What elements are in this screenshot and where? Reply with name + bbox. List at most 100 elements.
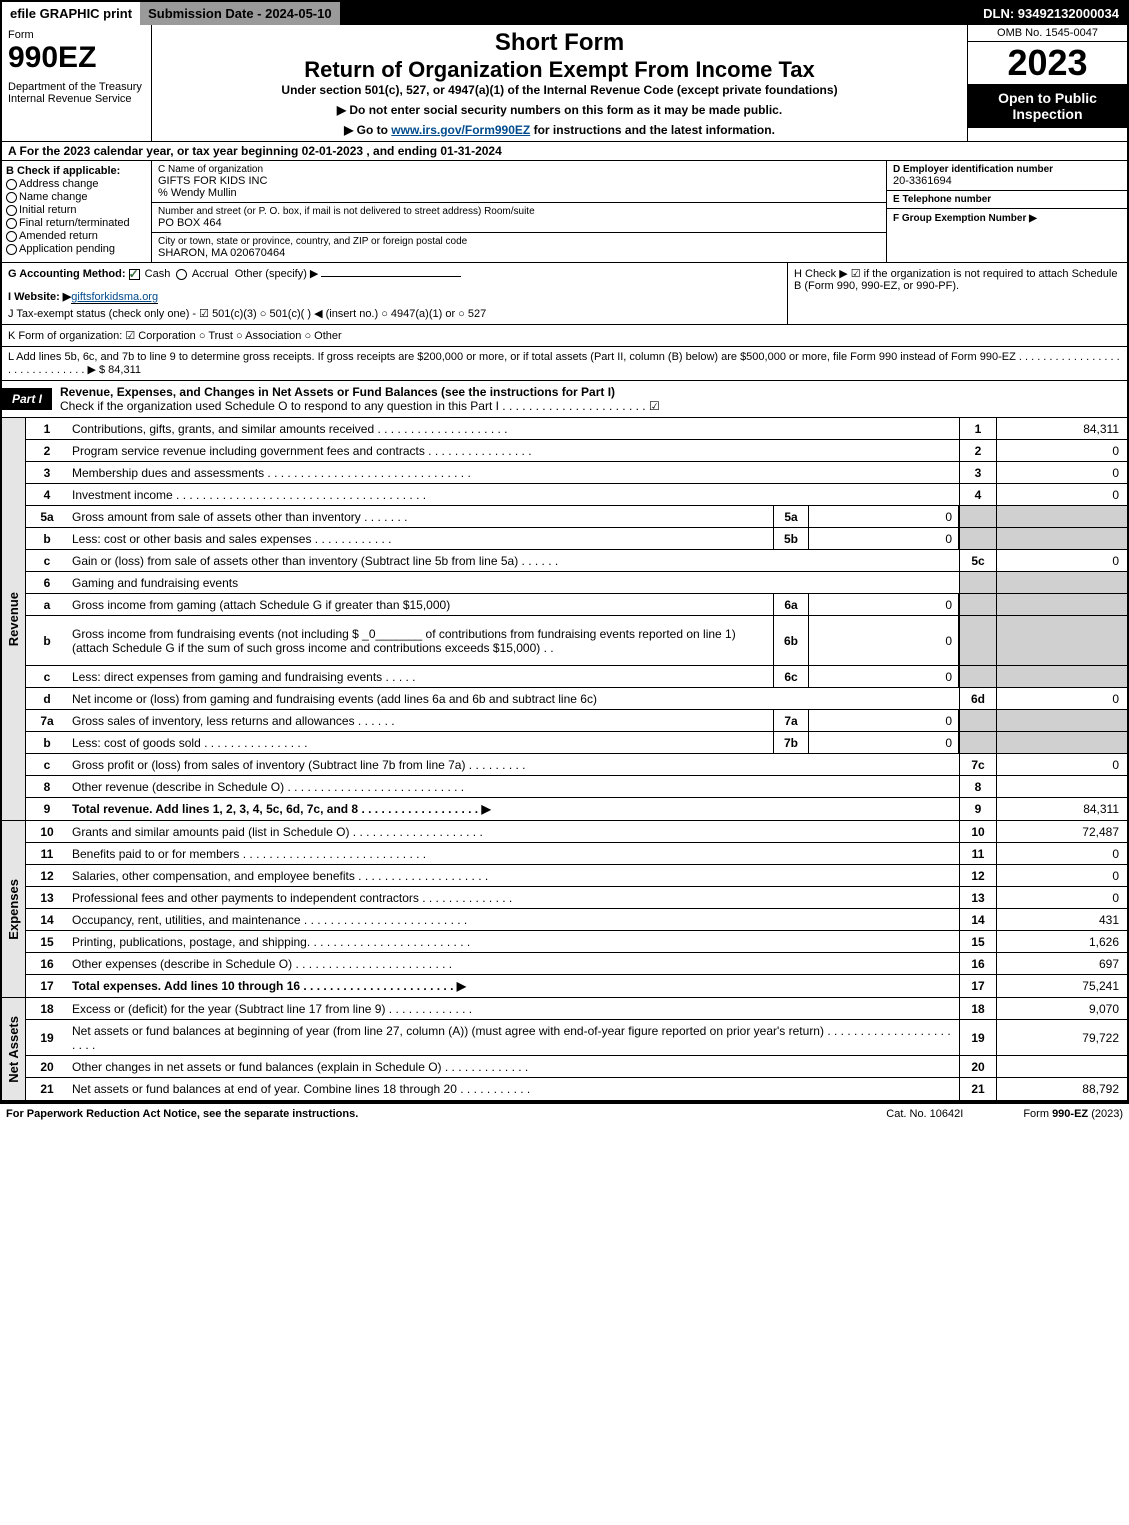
line-20-rnum: 20 xyxy=(959,1056,997,1077)
note-goto: ▶ Go to www.irs.gov/Form990EZ for instru… xyxy=(156,123,963,137)
accounting-accrual-radio[interactable] xyxy=(176,269,187,280)
form-number: 990EZ xyxy=(8,41,145,75)
line-6b-subnum: 6b xyxy=(773,616,809,665)
box-l-value: 84,311 xyxy=(108,364,141,376)
line-16-rval: 697 xyxy=(997,953,1127,974)
line-11: 11Benefits paid to or for members . . . … xyxy=(26,843,1127,865)
line-6a-subnum: 6a xyxy=(773,594,809,615)
check-initial-return-label: Initial return xyxy=(19,204,76,216)
line-6d-rnum: 6d xyxy=(959,688,997,709)
line-6a-subval: 0 xyxy=(809,594,959,615)
part1-label: Part I xyxy=(2,388,52,410)
box-l: L Add lines 5b, 6c, and 7b to line 9 to … xyxy=(2,347,1127,381)
info-grid: B Check if applicable: Address change Na… xyxy=(2,161,1127,263)
line-18-desc: Excess or (deficit) for the year (Subtra… xyxy=(68,1000,959,1018)
line-5a-rnum-shade xyxy=(959,506,997,527)
accounting-method-label: G Accounting Method: xyxy=(8,268,126,280)
part1-header: Part I Revenue, Expenses, and Changes in… xyxy=(2,381,1127,418)
line-10: 10Grants and similar amounts paid (list … xyxy=(26,821,1127,843)
line-6b-rval-shade xyxy=(997,616,1127,665)
netassets-label-text: Net Assets xyxy=(6,1016,21,1083)
line-19: 19Net assets or fund balances at beginni… xyxy=(26,1020,1127,1056)
phone-label: E Telephone number xyxy=(893,194,1121,205)
check-initial-return[interactable]: Initial return xyxy=(6,204,147,216)
header-center: Short Form Return of Organization Exempt… xyxy=(152,25,967,141)
line-7b: bLess: cost of goods sold . . . . . . . … xyxy=(26,732,1127,754)
line-17: 17Total expenses. Add lines 10 through 1… xyxy=(26,975,1127,997)
line-7b-rnum-shade xyxy=(959,732,997,753)
dln-number: DLN: 93492132000034 xyxy=(975,2,1127,25)
line-6d: dNet income or (loss) from gaming and fu… xyxy=(26,688,1127,710)
line-2-desc: Program service revenue including govern… xyxy=(68,442,959,460)
check-address-change[interactable]: Address change xyxy=(6,178,147,190)
check-application-pending[interactable]: Application pending xyxy=(6,243,147,255)
line-6a-rnum-shade xyxy=(959,594,997,615)
line-7b-desc: Less: cost of goods sold . . . . . . . .… xyxy=(68,734,773,752)
accounting-cash-checkbox[interactable] xyxy=(129,269,140,280)
line-6c-subnum: 6c xyxy=(773,666,809,687)
header-right: OMB No. 1545-0047 2023 Open to Public In… xyxy=(967,25,1127,141)
line-9: 9Total revenue. Add lines 1, 2, 3, 4, 5c… xyxy=(26,798,1127,820)
check-amended-return[interactable]: Amended return xyxy=(6,230,147,242)
line-12-desc: Salaries, other compensation, and employ… xyxy=(68,867,959,885)
line-6-desc: Gaming and fundraising events xyxy=(68,574,959,592)
line-13-desc: Professional fees and other payments to … xyxy=(68,889,959,907)
irs-link[interactable]: www.irs.gov/Form990EZ xyxy=(391,123,530,137)
line-8-rnum: 8 xyxy=(959,776,997,797)
part1-title: Revenue, Expenses, and Changes in Net As… xyxy=(52,381,668,417)
line-20: 20Other changes in net assets or fund ba… xyxy=(26,1056,1127,1078)
line-12: 12Salaries, other compensation, and empl… xyxy=(26,865,1127,887)
line-9-rval: 84,311 xyxy=(997,798,1127,820)
line-10-rval: 72,487 xyxy=(997,821,1127,842)
line-5b-desc: Less: cost or other basis and sales expe… xyxy=(68,530,773,548)
line-1-rval: 84,311 xyxy=(997,418,1127,439)
expenses-section: Expenses 10Grants and similar amounts pa… xyxy=(2,821,1127,998)
ein-label: D Employer identification number xyxy=(893,164,1121,175)
line-7a-subval: 0 xyxy=(809,710,959,731)
line-6d-desc: Net income or (loss) from gaming and fun… xyxy=(68,690,959,708)
line-18-rval: 9,070 xyxy=(997,998,1127,1019)
line-14-rnum: 14 xyxy=(959,909,997,930)
note-goto-pre: ▶ Go to xyxy=(344,123,391,137)
accounting-other-input[interactable] xyxy=(321,276,461,277)
org-name-row: C Name of organization GIFTS FOR KIDS IN… xyxy=(152,161,886,203)
section-a: A For the 2023 calendar year, or tax yea… xyxy=(2,142,1127,161)
title-return: Return of Organization Exempt From Incom… xyxy=(156,57,963,83)
line-7c: cGross profit or (loss) from sales of in… xyxy=(26,754,1127,776)
line-6c: cLess: direct expenses from gaming and f… xyxy=(26,666,1127,688)
line-21-desc: Net assets or fund balances at end of ye… xyxy=(68,1080,959,1098)
line-4-rnum: 4 xyxy=(959,484,997,505)
line-5b-subnum: 5b xyxy=(773,528,809,549)
line-10-rnum: 10 xyxy=(959,821,997,842)
tax-year: 2023 xyxy=(968,42,1127,84)
line-16-desc: Other expenses (describe in Schedule O) … xyxy=(68,955,959,973)
website-link[interactable]: giftsforkidsma.org xyxy=(71,291,158,304)
line-7a-rval-shade xyxy=(997,710,1127,731)
city-label: City or town, state or province, country… xyxy=(158,236,880,247)
check-final-return[interactable]: Final return/terminated xyxy=(6,217,147,229)
check-name-change[interactable]: Name change xyxy=(6,191,147,203)
line-10-desc: Grants and similar amounts paid (list in… xyxy=(68,823,959,841)
city-value: SHARON, MA 020670464 xyxy=(158,247,880,259)
open-inspection: Open to Public Inspection xyxy=(968,84,1127,128)
box-h: H Check ▶ ☑ if the organization is not r… xyxy=(787,263,1127,324)
paperwork-notice: For Paperwork Reduction Act Notice, see … xyxy=(6,1108,358,1120)
line-14-rval: 431 xyxy=(997,909,1127,930)
line-20-desc: Other changes in net assets or fund bala… xyxy=(68,1058,959,1076)
line-7b-rval-shade xyxy=(997,732,1127,753)
line-6c-rval-shade xyxy=(997,666,1127,687)
street-row: Number and street (or P. O. box, if mail… xyxy=(152,203,886,233)
title-short-form: Short Form xyxy=(156,29,963,57)
netassets-vert-label: Net Assets xyxy=(2,998,26,1100)
efile-print-label[interactable]: efile GRAPHIC print xyxy=(2,2,140,25)
expenses-vert-label: Expenses xyxy=(2,821,26,997)
line-12-rnum: 12 xyxy=(959,865,997,886)
line-5b-rnum-shade xyxy=(959,528,997,549)
org-co: % Wendy Mullin xyxy=(158,187,880,199)
line-5a: 5aGross amount from sale of assets other… xyxy=(26,506,1127,528)
line-5c-rnum: 5c xyxy=(959,550,997,571)
subtitle: Under section 501(c), 527, or 4947(a)(1)… xyxy=(156,83,963,97)
line-17-rval: 75,241 xyxy=(997,975,1127,997)
check-final-return-label: Final return/terminated xyxy=(19,217,130,229)
line-16: 16Other expenses (describe in Schedule O… xyxy=(26,953,1127,975)
